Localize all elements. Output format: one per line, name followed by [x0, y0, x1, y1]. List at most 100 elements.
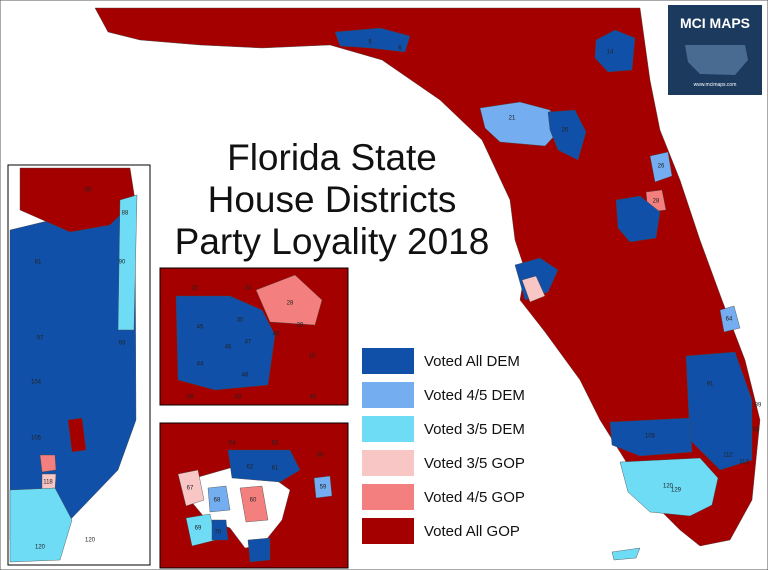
district-label: 120: [35, 545, 46, 551]
district-label: 85: [85, 188, 92, 194]
district-label: 46: [225, 345, 232, 351]
region: [611, 547, 641, 561]
district-label: 30: [237, 318, 244, 324]
district-label: 24: [245, 286, 252, 292]
district-label: 129: [671, 488, 682, 494]
district-label: 120: [663, 484, 674, 490]
district-label: 28: [287, 301, 294, 307]
legend-swatch: [362, 450, 414, 476]
region: [255, 274, 323, 326]
district-label: 89: [755, 403, 762, 409]
district-label: 31: [192, 286, 199, 292]
region: [521, 275, 546, 303]
region: [479, 101, 561, 147]
legend-label: Voted 4/5 GOP: [424, 489, 525, 506]
district-label: 39: [187, 395, 194, 401]
district-label: 15: [309, 354, 316, 360]
district-label: 60: [250, 498, 257, 504]
legend: Voted All DEM Voted 4/5 DEM Voted 3/5 DEM V…: [362, 348, 525, 544]
region: [117, 194, 138, 331]
logo-map: [685, 45, 748, 75]
district-label: 70: [215, 530, 222, 536]
district-label: 68: [214, 498, 221, 504]
legend-label: Voted All DEM: [424, 353, 520, 370]
region: [19, 167, 136, 233]
district-label: 21: [509, 116, 516, 122]
legend-swatch: [362, 484, 414, 510]
district-label: 5: [368, 40, 372, 46]
legend-label: Voted 3/5 GOP: [424, 455, 525, 472]
district-label: 81: [35, 260, 42, 266]
district-label: 113: [739, 460, 749, 466]
region: [313, 475, 333, 499]
district-label: 67: [187, 486, 194, 492]
district-label: 45: [197, 325, 204, 331]
region: [615, 195, 661, 243]
legend-swatch: [362, 382, 414, 408]
district-label: 49: [273, 332, 280, 338]
region: [247, 537, 271, 563]
district-label: 20: [562, 128, 569, 134]
region: [547, 109, 587, 161]
district-label: 59: [320, 485, 327, 491]
district-label: 62: [247, 465, 254, 471]
region: [594, 29, 636, 73]
region: [649, 151, 673, 183]
region: [67, 417, 87, 453]
district-label: 48: [242, 373, 249, 379]
district-label: 47: [245, 340, 252, 346]
region: [175, 295, 276, 391]
district-label: 28: [653, 199, 660, 205]
region: [39, 454, 57, 473]
district-label: 40: [310, 395, 317, 401]
district-label: 64: [726, 317, 733, 323]
district-label: 120: [85, 538, 96, 544]
district-labels: 5614212026286491105120129112113899385888…: [31, 40, 762, 551]
district-label: 90: [119, 260, 126, 266]
legend-swatch: [362, 518, 414, 544]
title-line: House Districts: [208, 179, 457, 220]
district-label: 93: [753, 428, 760, 434]
region: [207, 485, 231, 513]
district-label: 93: [119, 341, 126, 347]
logo-name: MCI MAPS: [680, 15, 750, 31]
region: [334, 27, 411, 53]
district-label: 88: [122, 211, 129, 217]
legend-label: Voted 4/5 DEM: [424, 387, 525, 404]
district-label: 91: [707, 382, 714, 388]
logo-url: www.mcimaps.com: [694, 82, 737, 88]
district-label: 14: [607, 50, 614, 56]
region: [719, 305, 741, 333]
district-label: 29: [297, 323, 304, 329]
district-label: 97: [37, 336, 44, 342]
district-label: 118: [43, 480, 53, 486]
district-label: 44: [197, 362, 204, 368]
district-label: 58: [317, 453, 324, 459]
district-label: 105: [645, 434, 656, 440]
legend-swatch: [362, 416, 414, 442]
district-label: 43: [235, 395, 242, 401]
title-line: Florida State: [227, 137, 437, 178]
region: [177, 469, 205, 507]
district-label: 64: [229, 441, 236, 447]
region: [619, 457, 719, 517]
legend-label: Voted All GOP: [424, 523, 520, 540]
district-label: 63: [272, 441, 279, 447]
legend-label: Voted 3/5 DEM: [424, 421, 525, 438]
district-label: 6: [398, 46, 402, 52]
district-label: 61: [272, 466, 279, 472]
region: [211, 519, 229, 541]
district-label: 69: [195, 526, 202, 532]
region: [9, 487, 73, 563]
region: [609, 417, 693, 457]
district-label: 26: [658, 164, 665, 170]
title-line: Party Loyality 2018: [175, 221, 490, 262]
region: [227, 449, 301, 483]
district-label: 104: [31, 380, 42, 386]
region: [239, 485, 269, 523]
state-shape: [94, 7, 761, 547]
legend-swatch: [362, 348, 414, 374]
district-label: 112: [723, 453, 733, 459]
district-label: 105: [31, 436, 42, 442]
